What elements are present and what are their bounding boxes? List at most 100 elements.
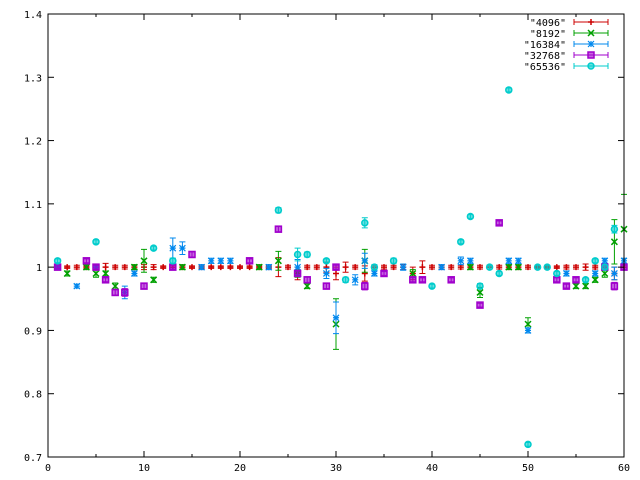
- data-point: [189, 264, 195, 271]
- data-point: [150, 264, 157, 271]
- data-point: [514, 263, 522, 271]
- data-point: [476, 288, 484, 296]
- data-point: [255, 263, 263, 271]
- x-tick-label: 20: [234, 463, 246, 474]
- data-point: [111, 288, 119, 297]
- data-point: [418, 276, 427, 284]
- data-point: [150, 276, 158, 284]
- data-point: [457, 257, 465, 265]
- data-point: [601, 263, 609, 271]
- data-point: [361, 219, 369, 227]
- x-tick-label: 40: [426, 463, 438, 474]
- x-tick-label: 0: [45, 463, 51, 474]
- data-point: [92, 269, 100, 278]
- data-point: [121, 288, 129, 297]
- data-point: [169, 263, 177, 271]
- data-point: [495, 269, 503, 278]
- data-point: [428, 282, 436, 290]
- data-point: [293, 250, 302, 259]
- data-point: [361, 257, 369, 265]
- data-point: [178, 263, 186, 271]
- data-point: [505, 263, 513, 271]
- data-point: [332, 314, 340, 322]
- data-point: [562, 270, 570, 277]
- y-tick-label: 1.3: [24, 73, 42, 84]
- data-point: [265, 263, 273, 271]
- legend-marker: [587, 62, 595, 70]
- data-point: [313, 264, 320, 271]
- legend: "4096""8192""16384""32768""65536": [524, 18, 609, 73]
- data-point: [63, 269, 71, 278]
- data-point: [524, 327, 532, 334]
- data-point: [601, 269, 609, 278]
- legend-marker: [588, 19, 594, 25]
- data-point: [274, 257, 282, 265]
- data-point: [130, 263, 138, 271]
- data-point: [294, 263, 302, 271]
- data-point: [438, 263, 446, 271]
- data-point: [525, 264, 531, 271]
- data-point: [573, 264, 579, 271]
- data-point: [381, 264, 387, 271]
- legend-marker: [587, 51, 595, 59]
- data-point: [304, 264, 311, 271]
- data-point: [293, 269, 302, 278]
- data-point: [581, 276, 590, 284]
- data-point: [64, 264, 71, 271]
- x-tick-label: 60: [618, 463, 630, 474]
- data-point: [485, 263, 494, 271]
- legend-label: "8192": [530, 29, 566, 40]
- data-point: [102, 264, 109, 271]
- data-point: [370, 270, 378, 277]
- data-point: [466, 263, 474, 271]
- data-point: [466, 212, 475, 221]
- data-point: [342, 264, 349, 271]
- data-point: [361, 282, 369, 290]
- data-point: [476, 282, 484, 290]
- y-tick-label: 0.7: [24, 453, 42, 464]
- data-point: [92, 263, 100, 271]
- data-point: [409, 276, 417, 284]
- data-point: [351, 276, 359, 284]
- y-tick-label: 1.4: [24, 10, 42, 21]
- data-point: [303, 282, 311, 290]
- data-point: [505, 86, 513, 94]
- data-point: [82, 263, 90, 271]
- data-point: [73, 264, 80, 271]
- data-point: [303, 250, 311, 259]
- data-point: [505, 257, 513, 265]
- data-point: [274, 206, 283, 214]
- data-point: [457, 238, 465, 246]
- data-point: [332, 263, 340, 271]
- y-tick-label: 0.8: [24, 390, 42, 401]
- data-point: [448, 264, 455, 271]
- data-point: [370, 263, 379, 271]
- data-point: [610, 225, 619, 233]
- data-point: [582, 264, 589, 271]
- data-point: [592, 264, 599, 271]
- x-tick-label: 30: [330, 463, 342, 474]
- data-point: [102, 269, 110, 278]
- data-point: [112, 264, 119, 271]
- data-point: [447, 276, 455, 284]
- data-point: [188, 250, 196, 259]
- x-tick-label: 50: [522, 463, 534, 474]
- data-point: [130, 270, 138, 277]
- data-point: [303, 276, 311, 284]
- data-point: [524, 320, 532, 328]
- data-point: [601, 257, 609, 265]
- data-point: [591, 276, 599, 284]
- data-point: [562, 282, 571, 290]
- legend-label: "16384": [524, 40, 566, 51]
- series-4: [53, 86, 619, 449]
- data-point: [82, 257, 91, 265]
- data-point: [399, 263, 407, 271]
- data-point: [553, 269, 561, 278]
- data-point: [322, 270, 330, 277]
- legend-label: "65536": [524, 62, 566, 73]
- data-point: [466, 257, 474, 265]
- data-point: [533, 263, 542, 271]
- legend-label: "32768": [524, 51, 566, 62]
